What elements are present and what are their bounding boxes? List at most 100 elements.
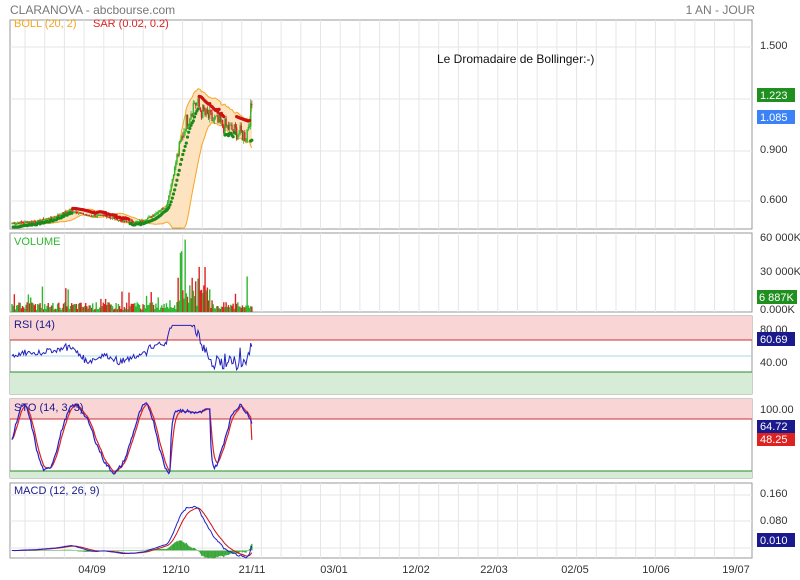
volume-bar: [227, 305, 230, 312]
chart-title: CLARANOVA - abcbourse.com: [10, 3, 175, 17]
candle-body: [136, 221, 138, 223]
candle-body: [184, 131, 186, 133]
macd-hist-bar: [66, 549, 68, 551]
volume-bar: [107, 302, 109, 312]
volume-bar: [25, 304, 27, 312]
sto-overbought-zone: [10, 399, 752, 419]
candle-body: [142, 220, 144, 222]
candle-body: [226, 125, 228, 127]
price-grid: [10, 20, 752, 229]
macd-hist-bar: [178, 540, 180, 551]
sar-dot: [183, 144, 187, 149]
volume-bar: [86, 306, 88, 312]
volume-bar: [60, 309, 62, 312]
macd-hist-bar: [123, 550, 125, 552]
candle-body: [180, 136, 183, 141]
candle-body: [241, 130, 244, 140]
sar-dot: [177, 168, 181, 172]
macd-hist-bar: [192, 547, 194, 551]
sto-k-label: 64.72: [760, 421, 788, 433]
candle-body: [111, 217, 114, 219]
candle-body: [82, 213, 85, 215]
volume-bar: [52, 302, 54, 312]
rsi-last-label: 60.69: [760, 334, 788, 346]
macd-hist-bar: [28, 550, 31, 551]
candle-body: [61, 212, 64, 215]
volume-bar: [211, 300, 213, 312]
volume-bar: [132, 303, 135, 312]
sto-d-label: 48.25: [760, 434, 788, 446]
volume-bar: [148, 304, 150, 312]
volume-bar: [185, 293, 188, 312]
volume-bar: [32, 303, 34, 312]
candle-body: [134, 222, 136, 224]
sto-k-tag: [757, 420, 795, 433]
macd-hist-bar: [188, 545, 190, 551]
macd-hist-bar: [39, 550, 41, 551]
volume-bar: [96, 309, 99, 312]
macd-hist-bar: [165, 549, 168, 551]
macd-hist-bar: [200, 550, 203, 556]
volume-bar: [158, 309, 161, 312]
macd-histogram: [11, 540, 253, 559]
sar-dot: [182, 148, 186, 153]
macd-hist-bar: [247, 549, 249, 551]
sar-dot: [184, 141, 188, 145]
macd-hist-bar: [196, 549, 198, 551]
candle-body: [40, 220, 42, 222]
macd-hist-bar: [220, 550, 223, 556]
sar-dot: [192, 115, 197, 119]
volume-bar: [40, 307, 42, 312]
last-close-tag: [757, 88, 795, 102]
macd-hist-bar: [212, 550, 214, 559]
volume-bar: [129, 306, 131, 312]
macd-hist-bar: [176, 541, 178, 551]
macd-hist-bar: [122, 550, 124, 552]
candle-body: [164, 208, 166, 210]
candle-body: [147, 217, 149, 220]
candle-body: [101, 214, 103, 216]
macd-hist-bar: [216, 550, 218, 557]
volume-bar: [224, 307, 226, 312]
candle-body: [56, 215, 59, 217]
volume-bar: [17, 305, 19, 312]
macd-hist-bar: [44, 550, 46, 551]
volume-bar: [176, 302, 178, 312]
volume-bar: [246, 276, 248, 312]
volume-bar: [67, 289, 69, 312]
volume-tick: 30 000K: [760, 266, 800, 278]
candle-body: [11, 223, 13, 225]
volume-bar: [247, 305, 250, 312]
candle-body: [172, 174, 175, 179]
volume-bar: [80, 302, 82, 312]
volume-bar: [74, 304, 76, 312]
volume-bar: [251, 306, 253, 312]
candle-body: [227, 125, 230, 131]
macd-hist-bar: [114, 550, 116, 552]
macd-hist-bar: [175, 541, 177, 551]
candle-body: [207, 113, 210, 119]
volume-bar: [58, 302, 60, 312]
candle-body: [209, 109, 211, 119]
candle-body: [15, 223, 18, 225]
macd-hist-bar: [184, 543, 186, 551]
candle-body: [197, 98, 199, 104]
candle-body: [63, 211, 66, 214]
candle-body: [113, 217, 115, 219]
volume-bar: [137, 303, 140, 312]
macd-hist-bar: [51, 550, 53, 551]
volume-bar: [232, 303, 234, 312]
macd-hist-bar: [227, 550, 230, 556]
candle-body: [13, 223, 16, 225]
macd-hist-bar: [157, 548, 159, 551]
candle-body: [49, 217, 52, 220]
macd-hist-bar: [197, 550, 199, 551]
candle-body: [62, 212, 65, 214]
macd-hist-bar: [213, 550, 216, 559]
candle-body: [92, 216, 94, 218]
macd-hist-bar: [240, 550, 242, 552]
macd-hist-bar: [53, 550, 55, 551]
volume-bar: [75, 303, 78, 312]
macd-hist-bar: [86, 550, 88, 552]
volume-bar: [127, 309, 129, 312]
